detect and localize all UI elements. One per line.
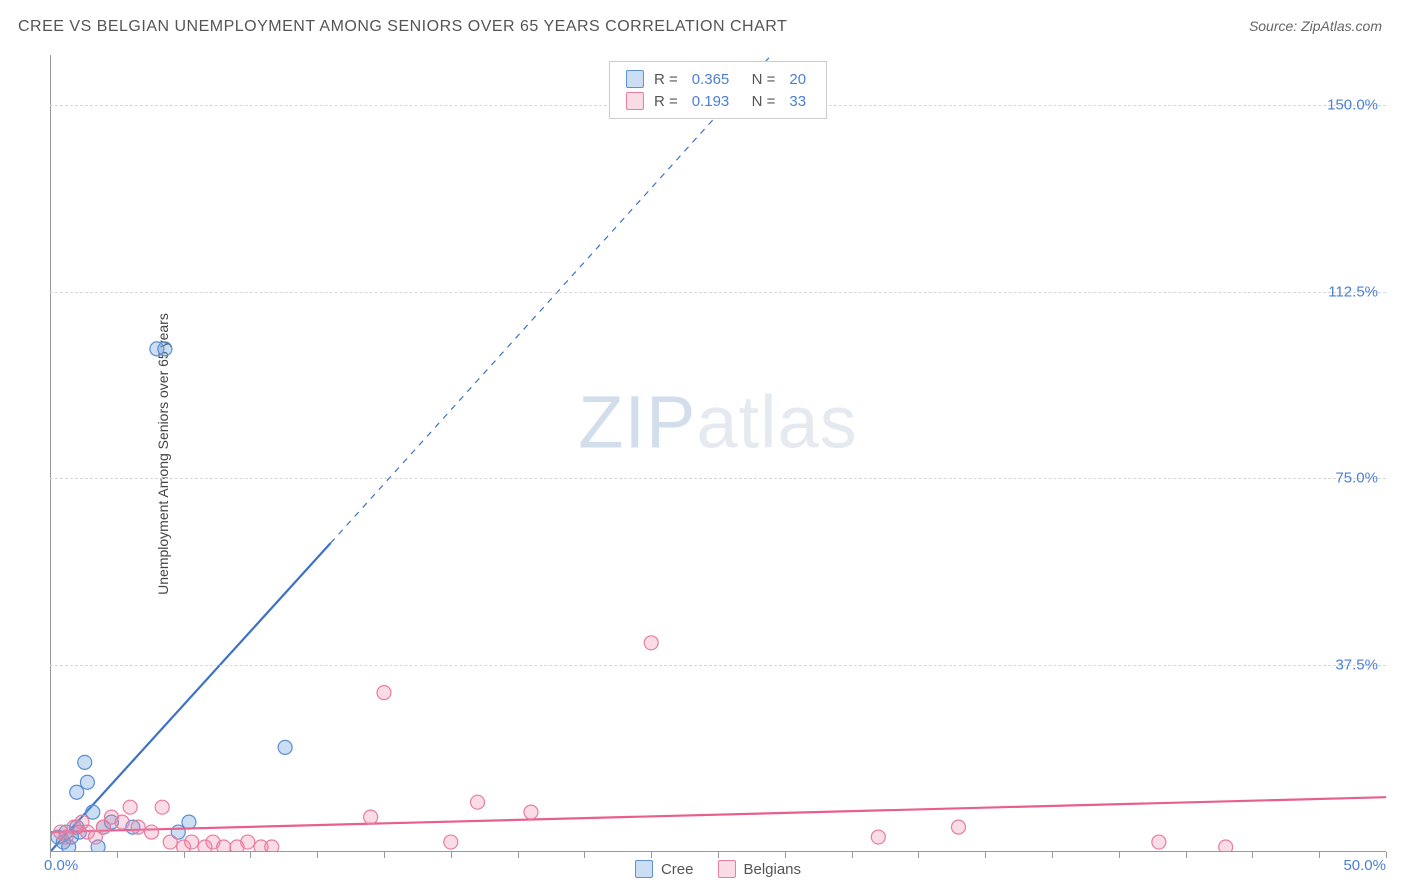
legend-label: Cree	[661, 861, 694, 878]
x-tick	[250, 852, 251, 858]
data-point	[70, 785, 84, 799]
chart-title: CREE VS BELGIAN UNEMPLOYMENT AMONG SENIO…	[18, 18, 787, 36]
gridline	[50, 665, 1386, 666]
x-tick	[718, 852, 719, 858]
data-point	[871, 830, 885, 844]
data-point	[131, 820, 145, 834]
legend-r-value: 0.365	[688, 71, 734, 88]
y-tick-label: 75.0%	[1335, 470, 1378, 487]
data-point	[145, 825, 159, 839]
x-tick	[117, 852, 118, 858]
data-point	[115, 815, 129, 829]
trend-line	[50, 797, 1386, 832]
x-tick	[918, 852, 919, 858]
data-point	[644, 636, 658, 650]
legend-r-label: R =	[654, 93, 678, 110]
legend-n-value: 33	[785, 93, 810, 110]
legend-item: Belgians	[717, 860, 801, 878]
gridline	[50, 478, 1386, 479]
data-point	[86, 805, 100, 819]
data-point	[471, 795, 485, 809]
data-point	[158, 342, 172, 356]
legend-label: Belgians	[743, 861, 801, 878]
correlation-legend: R = 0.365 N = 20 R = 0.193 N = 33	[609, 61, 827, 119]
x-tick	[1186, 852, 1187, 858]
x-tick	[651, 852, 652, 858]
data-point	[241, 835, 255, 849]
data-point	[155, 800, 169, 814]
data-point	[524, 805, 538, 819]
x-axis-max-label: 50.0%	[1343, 857, 1386, 874]
scatter-plot	[50, 55, 1386, 852]
y-axis-line	[50, 55, 51, 852]
x-tick	[317, 852, 318, 858]
legend-r-label: R =	[654, 71, 678, 88]
chart-area: Unemployment Among Seniors over 65 years…	[50, 55, 1386, 852]
legend-item: Cree	[635, 860, 694, 878]
legend-swatch	[635, 860, 653, 878]
data-point	[951, 820, 965, 834]
x-tick	[852, 852, 853, 858]
data-point	[163, 835, 177, 849]
legend-swatch	[626, 70, 644, 88]
x-tick	[584, 852, 585, 858]
x-tick	[1052, 852, 1053, 858]
data-point	[377, 686, 391, 700]
data-point	[123, 800, 137, 814]
y-tick-label: 112.5%	[1328, 283, 1378, 300]
legend-n-label: N =	[743, 71, 775, 88]
trend-line-extrapolated	[331, 55, 772, 543]
data-point	[444, 835, 458, 849]
legend-swatch	[717, 860, 735, 878]
data-point	[364, 810, 378, 824]
source-attribution: Source: ZipAtlas.com	[1249, 18, 1382, 34]
data-point	[1152, 835, 1166, 849]
data-point	[182, 815, 196, 829]
x-tick	[785, 852, 786, 858]
legend-row: R = 0.193 N = 33	[626, 90, 810, 112]
data-point	[278, 740, 292, 754]
data-point	[80, 775, 94, 789]
x-tick	[451, 852, 452, 858]
series-legend: Cree Belgians	[635, 860, 801, 878]
x-tick	[1252, 852, 1253, 858]
x-tick	[985, 852, 986, 858]
x-tick	[1119, 852, 1120, 858]
data-point	[78, 755, 92, 769]
data-point	[185, 835, 199, 849]
gridline	[50, 292, 1386, 293]
y-tick-label: 150.0%	[1327, 96, 1378, 113]
legend-n-value: 20	[785, 71, 810, 88]
x-tick	[1386, 852, 1387, 858]
x-tick	[1319, 852, 1320, 858]
x-tick	[518, 852, 519, 858]
legend-r-value: 0.193	[688, 93, 734, 110]
y-tick-label: 37.5%	[1335, 657, 1378, 674]
legend-n-label: N =	[743, 93, 775, 110]
x-axis-origin-label: 0.0%	[44, 857, 78, 874]
legend-swatch	[626, 92, 644, 110]
x-tick	[184, 852, 185, 858]
x-tick	[384, 852, 385, 858]
legend-row: R = 0.365 N = 20	[626, 68, 810, 90]
